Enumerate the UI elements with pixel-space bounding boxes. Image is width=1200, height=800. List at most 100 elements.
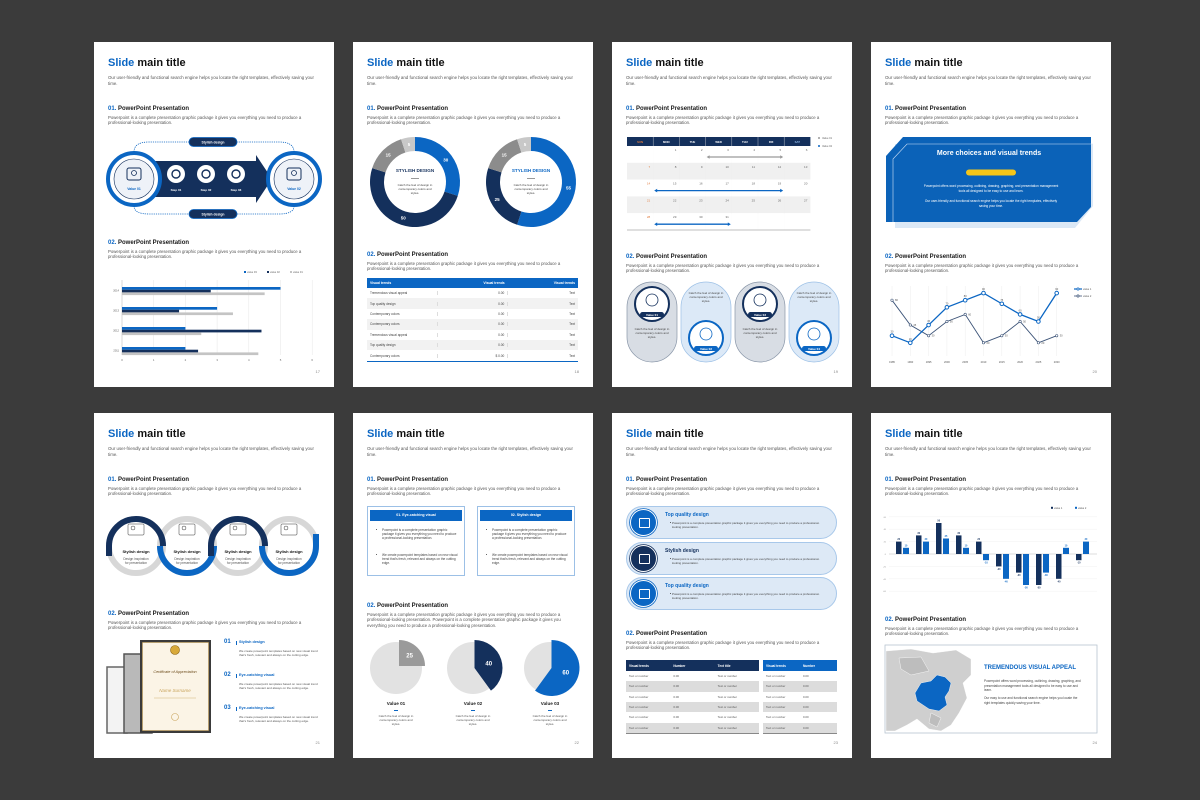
calendar-day: 12 (778, 165, 782, 169)
data-label: -10 (984, 562, 988, 565)
card-label: Value 04 (808, 347, 820, 351)
icon-shape (131, 170, 137, 176)
donut-segment (488, 139, 522, 173)
map-panel-title: TREMENDOUS VISUAL APPEAL (984, 665, 1077, 671)
arrow-head (727, 222, 731, 226)
banner-inner-line (892, 143, 1093, 222)
calendar-day: 18 (752, 182, 756, 186)
legend-swatch (267, 271, 269, 273)
slide-graphics: Certificate of Appreciation Name Surname (106, 516, 319, 734)
data-label: -40 (1004, 580, 1008, 583)
pill-label: Stylish design (202, 213, 225, 217)
section-02-heading: 02. PowerPoint Presentation (885, 254, 966, 260)
calendar-day: 6 (806, 148, 808, 152)
calendar-day: 5 (780, 148, 782, 152)
slide-title: Slide main title (885, 428, 963, 440)
bar-value-01 (122, 292, 265, 296)
segment-label: 50 (401, 216, 407, 221)
data-point (945, 319, 949, 323)
bar-value-1 (976, 541, 982, 554)
calendar-day: 16 (699, 182, 703, 186)
slide-24[interactable]: 60 40 20 0 -20 -40 -60 value 1 20 30 50 30 20 -20 -30 -… (871, 413, 1111, 758)
section-title: PowerPoint Presentation (636, 106, 708, 112)
data-label: -50 (1024, 587, 1028, 590)
column-header: Visual trends (483, 281, 505, 285)
page-number: 19 (833, 369, 838, 374)
data-label: 30 (932, 334, 935, 338)
slide-22[interactable]: 25 40 60 Slide main title Our user-friendly … (353, 413, 593, 758)
data-point (1055, 334, 1059, 338)
category-label: 2012 (113, 329, 119, 333)
section-title: PowerPoint Presentation (636, 631, 708, 637)
slide-21[interactable]: Certificate of Appreciation Name Surname S… (94, 413, 334, 758)
illustration-icon (280, 523, 298, 536)
table-cell: Text or number (766, 715, 786, 720)
page-number: 21 (315, 740, 320, 745)
bullet-dot (376, 529, 378, 531)
icon-shape (229, 523, 247, 536)
bar-value-2 (1083, 541, 1089, 554)
section-02-body: Powerpoint is a complete presentation gr… (367, 612, 561, 628)
data-point (1017, 312, 1023, 317)
slide-title-accent: Slide (626, 57, 653, 69)
table-cell: Text or number (629, 715, 649, 720)
legend-dot (818, 145, 820, 147)
slide-18[interactable]: 30 50 15 5 55 25 15 5 Slide main title Our user-f… (353, 42, 593, 387)
data-point (908, 340, 913, 346)
loop-arc-navy (106, 516, 166, 556)
section-number: 01. (885, 106, 894, 112)
table-cell: 0.00 (673, 715, 679, 720)
slide-17[interactable]: Value 01 Value 02 Step 01 Step 02 Step 03 Sty… (94, 42, 334, 387)
slide-20[interactable]: 1985 1990 1995 2000 2005 2010 2015 2020 2025 2030… (871, 42, 1111, 387)
calendar-day: 15 (673, 182, 677, 186)
bullet-text: We create powerpoint templates based on … (492, 553, 568, 566)
calendar-day: 3 (727, 148, 729, 152)
slide-title-rest: main title (914, 57, 963, 69)
slide-title-rest: main title (396, 57, 445, 69)
table-cell: $ 0.00 (438, 353, 509, 358)
bar-value-2 (1023, 554, 1029, 585)
bar-value-1 (1056, 554, 1062, 579)
bar-value-03 (122, 327, 186, 330)
legend-label: value 2 (1078, 506, 1087, 510)
calendar-row (627, 179, 811, 197)
arrow-head (706, 155, 710, 159)
table-cell: 0.00 (438, 322, 509, 327)
calendar-day: 29 (673, 215, 677, 219)
legend-label: value 1 (1054, 506, 1063, 510)
data-point (963, 312, 967, 316)
y-tick-label: 0 (885, 554, 887, 556)
data-label: 30 (1060, 334, 1063, 338)
loop-title: Stylish design (224, 549, 252, 554)
table-cell: Contemporary colors (367, 353, 438, 358)
x-tick-label: 2 (185, 358, 187, 362)
weekday-fri: FRI (769, 140, 774, 144)
slide-title: Slide main title (626, 57, 704, 69)
slide-title-rest: main title (137, 428, 186, 440)
slide-23[interactable]: Slide main title Our user-friendly and fu… (612, 413, 852, 758)
bullet-dot (486, 554, 488, 556)
icon-shape (127, 523, 145, 536)
section-title: PowerPoint Presentation (895, 477, 967, 483)
slide-19[interactable]: SUN MON TUE WED THU FRI SAT 1 2 3 4 5 6 7 8 9 10 11 12 13 14… (612, 42, 852, 387)
loop-desc: Design inspiration for presentation (123, 557, 149, 566)
section-01-heading: 01. PowerPoint Presentation (626, 106, 707, 112)
data-label: 30 (1005, 334, 1008, 338)
slide-graphics: 60 40 20 0 -20 -40 -60 value 1 20 30 50 30 20 -20 -30 -… (883, 506, 1098, 734)
data-label: 20 (987, 341, 990, 345)
bullet-dot (670, 593, 671, 594)
x-tick-label: 4 (248, 358, 250, 362)
section-title: PowerPoint Presentation (377, 603, 449, 609)
bar-value-02 (122, 349, 199, 353)
legend-swatch (244, 271, 246, 273)
page-number: 18 (574, 369, 579, 374)
pie-desc: Catch the feel of design in contemporary… (378, 714, 414, 727)
bar-value-01 (122, 352, 259, 356)
donut-title: STYLISH DESIGN (395, 168, 435, 173)
calendar-day: 23 (699, 198, 703, 202)
calendar-day: 30 (699, 215, 703, 219)
bar-value-02 (122, 289, 211, 293)
slide-title-rest: main title (655, 57, 704, 69)
legend-swatch (290, 271, 292, 273)
